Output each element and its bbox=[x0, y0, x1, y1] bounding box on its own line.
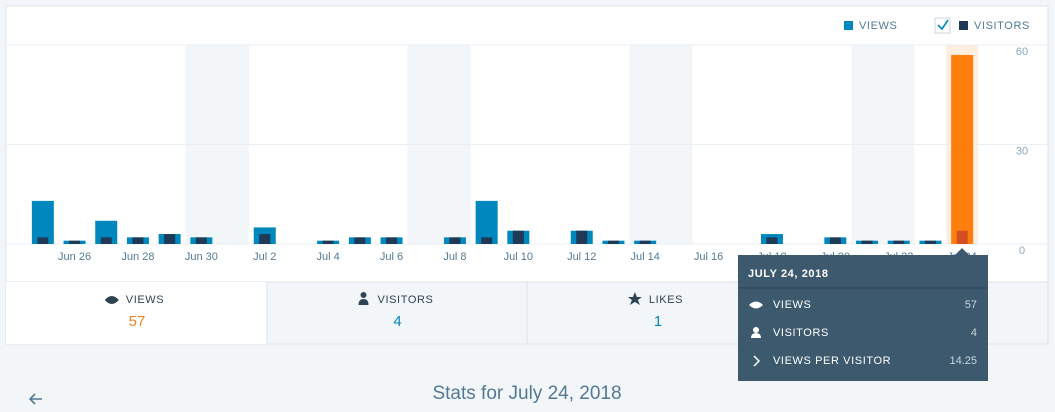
star-icon bbox=[627, 292, 642, 305]
tab-label[interactable]: VISITORS bbox=[378, 294, 434, 306]
x-tick-label: Jul 12 bbox=[567, 251, 596, 263]
visitors-bar[interactable] bbox=[195, 237, 207, 244]
x-tick-label: Jul 14 bbox=[630, 251, 659, 263]
visitors-bar[interactable] bbox=[766, 237, 778, 244]
legend-swatch bbox=[844, 21, 853, 30]
legend-swatch bbox=[959, 21, 968, 30]
visitors-bar[interactable] bbox=[354, 237, 366, 244]
x-tick-label: Jul 8 bbox=[443, 251, 466, 263]
visitors-bar[interactable] bbox=[861, 240, 873, 244]
visitors-bar[interactable] bbox=[322, 240, 334, 244]
y-tick-label: 60 bbox=[1016, 46, 1028, 58]
visitors-bar[interactable] bbox=[829, 237, 841, 244]
views-bar[interactable] bbox=[475, 200, 498, 244]
visitors-bar[interactable] bbox=[512, 230, 524, 244]
visitors-bar[interactable] bbox=[607, 240, 619, 244]
person-icon bbox=[751, 327, 761, 338]
visitors-bar[interactable] bbox=[576, 230, 588, 244]
y-tick-label: 0 bbox=[1019, 245, 1025, 257]
tooltip: JULY 24, 2018 VIEWS 57 VISITORS 4 VIEWS PER V… bbox=[738, 248, 988, 381]
tooltip-box bbox=[738, 255, 988, 381]
legend-label: VISITORS bbox=[974, 20, 1030, 32]
tooltip-value: 4 bbox=[971, 327, 977, 339]
eye-icon bbox=[749, 301, 763, 309]
tooltip-value: 14.25 bbox=[949, 355, 977, 367]
tab-selected[interactable] bbox=[6, 282, 267, 344]
x-tick-label: Jul 6 bbox=[380, 251, 403, 263]
visitors-bar[interactable] bbox=[69, 240, 81, 244]
chevron-icon bbox=[753, 355, 761, 367]
visitors-bar[interactable] bbox=[164, 234, 176, 244]
checkmark bbox=[937, 19, 949, 31]
visitors-bar[interactable] bbox=[893, 240, 905, 244]
tab-label[interactable]: VIEWS bbox=[126, 294, 164, 306]
x-tick-label: Jul 4 bbox=[317, 251, 340, 263]
tab-label[interactable]: LIKES bbox=[649, 294, 683, 306]
visitors-bar[interactable] bbox=[386, 237, 398, 244]
visitors-bar[interactable] bbox=[481, 237, 493, 244]
y-tick-label: 30 bbox=[1016, 145, 1028, 157]
back-arrow[interactable] bbox=[28, 393, 42, 405]
tabs: VIEWS 57 VISITORS 4 LIKES 1 bbox=[104, 292, 683, 330]
plot: 0 30 60 Jun 26 Jun 28 Jun 30 Jul 2 Jul 4 Jul 6 Ju… bbox=[6, 44, 1048, 263]
person-icon bbox=[358, 292, 369, 305]
tooltip-value: 57 bbox=[965, 299, 977, 311]
x-tick-label: Jul 2 bbox=[253, 251, 276, 263]
tooltip-label: VIEWS bbox=[773, 299, 811, 311]
tab-value: 57 bbox=[129, 313, 146, 330]
tooltip-pointer bbox=[955, 248, 969, 255]
tab-value: 4 bbox=[393, 313, 401, 330]
legend-label: VIEWS bbox=[859, 20, 897, 32]
x-tick-label: Jul 10 bbox=[504, 251, 533, 263]
x-tick-label: Jul 16 bbox=[694, 251, 723, 263]
stats-title: Stats for July 24, 2018 bbox=[432, 383, 621, 404]
visitors-bar[interactable] bbox=[132, 237, 144, 244]
tooltip-title: JULY 24, 2018 bbox=[748, 268, 829, 280]
x-tick-label: Jun 30 bbox=[185, 251, 218, 263]
visitors-bar[interactable] bbox=[956, 230, 968, 244]
tooltip-label: VISITORS bbox=[773, 327, 829, 339]
visitors-bar[interactable] bbox=[449, 237, 461, 244]
x-tick-label: Jun 28 bbox=[121, 251, 154, 263]
legend: VIEWS VISITORS bbox=[844, 17, 1030, 34]
tab-value: 1 bbox=[654, 313, 662, 330]
visitors-bar[interactable] bbox=[924, 240, 936, 244]
tooltip-label: VIEWS PER VISITOR bbox=[773, 355, 891, 367]
visitors-bar[interactable] bbox=[259, 234, 271, 244]
visitors-bar[interactable] bbox=[37, 237, 49, 244]
visitors-bar[interactable] bbox=[639, 240, 651, 244]
x-tick-label: Jun 26 bbox=[58, 251, 91, 263]
eye-icon bbox=[104, 296, 119, 304]
views-bar[interactable] bbox=[31, 200, 54, 244]
views-bar[interactable] bbox=[951, 54, 974, 245]
visitors-bar[interactable] bbox=[100, 237, 112, 244]
